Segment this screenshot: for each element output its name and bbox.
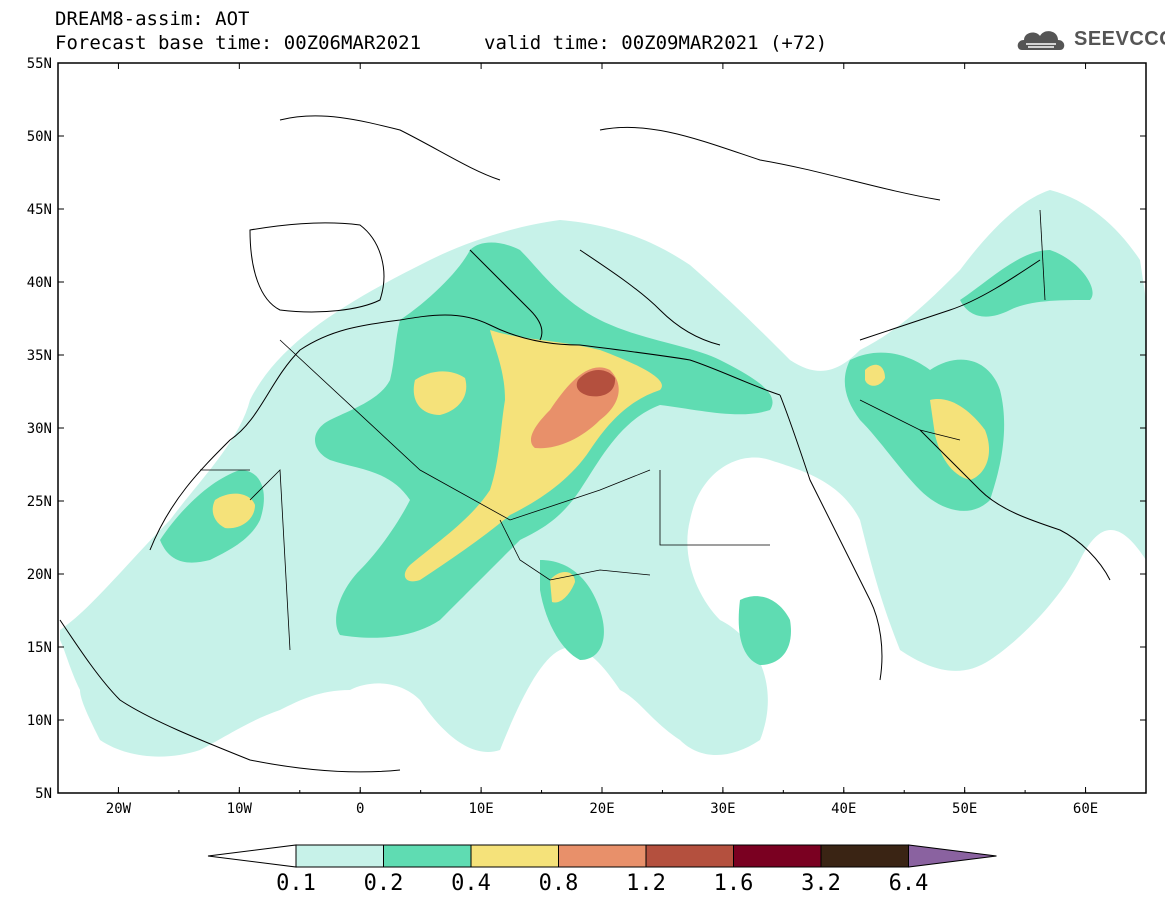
- legend-swatch: [820, 844, 909, 868]
- legend-level-label: 3.2: [801, 871, 841, 896]
- aot-contour-0.4-west: [413, 371, 467, 415]
- lon-tick-label: 20W: [106, 801, 132, 817]
- aot-field: [59, 115, 1146, 773]
- lon-tick-label: 20E: [589, 801, 614, 817]
- aot-contour-1.2: [576, 370, 616, 397]
- legend-level-label: 6.4: [889, 871, 929, 896]
- coastlines: [59, 115, 1111, 773]
- valid-time: valid time: 00Z09MAR2021 (+72): [484, 32, 828, 54]
- cloud-logo-icon: [1017, 31, 1065, 50]
- lon-tick-label: 60E: [1073, 801, 1098, 817]
- lat-tick-label: 45N: [27, 202, 52, 218]
- lat-tick-label: 35N: [27, 348, 52, 364]
- longitude-axis: 20W 10W 0 10E 20E 30E 40E 50E 60E: [57, 63, 1147, 817]
- legend-swatch: [733, 844, 822, 868]
- lat-tick-label: 20N: [27, 567, 52, 583]
- legend-swatch: [295, 844, 384, 868]
- legend-swatch: [383, 844, 472, 868]
- lat-tick-label: 30N: [27, 421, 52, 437]
- legend-swatch: [470, 844, 559, 868]
- aot-contour-0.4-maur: [212, 493, 255, 529]
- lon-tick-label: 30E: [710, 801, 735, 817]
- legend-level-label: 1.2: [626, 871, 666, 896]
- legend-level-label: 0.4: [451, 871, 491, 896]
- legend-level-label: 0.1: [276, 871, 316, 896]
- color-legend: 0.1 0.2 0.4 0.8 1.2 1.6 3.2 6.4: [207, 844, 997, 896]
- lon-tick-label: 10E: [468, 801, 493, 817]
- lat-tick-label: 55N: [27, 56, 52, 72]
- latitude-axis: 55N 50N 45N 40N 35N 30N 25N 20N 15N 10N 5N: [27, 56, 1146, 802]
- forecast-base-time: Forecast base time: 00Z06MAR2021: [55, 32, 422, 54]
- logo-text: SEEVCCC: [1074, 28, 1165, 50]
- aot-contour-0.2-caspian: [960, 250, 1093, 317]
- legend-swatch: [558, 844, 647, 868]
- lat-tick-label: 10N: [27, 713, 52, 729]
- legend-swatch: [645, 844, 734, 868]
- legend-level-label: 1.6: [714, 871, 754, 896]
- map-title: DREAM8-assim: AOT: [55, 8, 250, 30]
- lon-tick-label: 50E: [952, 801, 977, 817]
- lon-tick-label: 40E: [831, 801, 856, 817]
- aot-contour-0.4-syria: [865, 364, 885, 386]
- lat-tick-label: 40N: [27, 275, 52, 291]
- lat-tick-label: 25N: [27, 494, 52, 510]
- lat-tick-label: 50N: [27, 129, 52, 145]
- aot-contour-0.1: [60, 190, 1146, 757]
- legend-arrow-high: [908, 844, 997, 868]
- lat-tick-label: 15N: [27, 640, 52, 656]
- legend-arrow-low: [207, 844, 297, 868]
- aot-contour-0.4-chad: [550, 571, 575, 603]
- lon-tick-label: 10W: [227, 801, 253, 817]
- lat-tick-label: 5N: [35, 786, 52, 802]
- borders: [200, 209, 1046, 651]
- lon-tick-label: 0: [356, 801, 364, 817]
- aot-contour-0.2-west: [160, 470, 264, 563]
- aot-contour-0.1-east: [1000, 360, 1146, 465]
- legend-level-label: 0.2: [364, 871, 404, 896]
- legend-level-label: 0.8: [539, 871, 579, 896]
- aot-contour-0.2-sudan: [738, 596, 791, 665]
